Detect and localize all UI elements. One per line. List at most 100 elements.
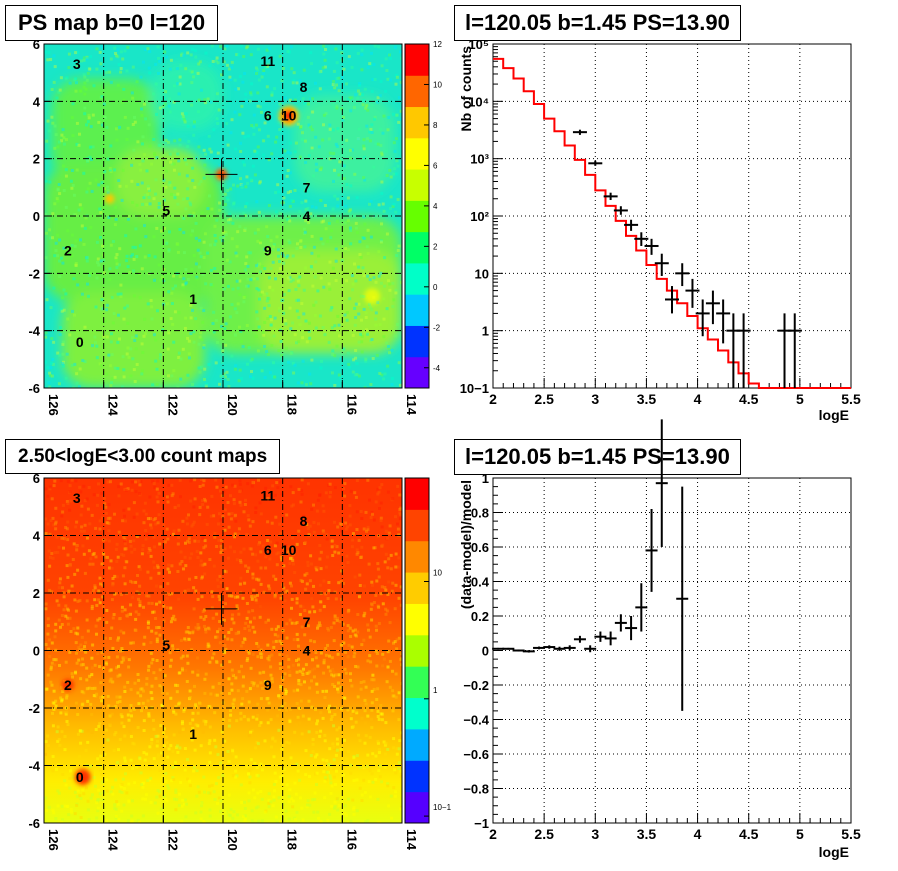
y-tick-label: 10−1	[460, 381, 489, 396]
data-point	[685, 278, 700, 308]
marker-cross	[205, 158, 238, 191]
data-point	[675, 263, 690, 287]
source-label: 6	[264, 108, 272, 124]
model-series-line	[493, 57, 851, 389]
x-axis-label: logE	[819, 407, 849, 423]
colorbar-tick-label: -4	[433, 364, 441, 373]
x-tick-label: 5.5	[841, 826, 861, 842]
y-tick-label: -4	[28, 324, 40, 339]
source-label: 2	[64, 677, 72, 693]
residual-point	[533, 646, 546, 650]
data-point	[613, 206, 628, 215]
residual-point	[512, 649, 525, 652]
y-tick-label: -6	[28, 381, 40, 396]
marker-cross	[205, 592, 238, 625]
residual-title: l=120.05 b=1.45 PS=13.90	[454, 439, 741, 475]
x-tick-label: 124	[106, 394, 121, 416]
source-label: 11	[260, 487, 275, 503]
source-label: 7	[303, 179, 311, 195]
y-tick-label: -6	[28, 816, 40, 831]
colorbar-tick-label: 0	[433, 283, 438, 292]
source-label: 0	[76, 334, 84, 350]
colorbar-tick-label: -2	[433, 323, 441, 332]
x-tick-label: 116	[344, 394, 359, 415]
colorbar-tick-label: 8	[433, 121, 438, 130]
residual-point	[635, 583, 648, 632]
x-tick-label: 120	[225, 829, 240, 851]
data-point	[654, 253, 669, 276]
source-label: 8	[300, 513, 308, 529]
colorbar-tick-label: 12	[433, 40, 442, 49]
y-tick-label: −0.8	[463, 782, 489, 797]
source-label: 4	[303, 643, 311, 659]
residual-point	[492, 647, 505, 650]
x-tick-label: 4	[694, 826, 702, 842]
x-tick-label: 116	[344, 829, 359, 850]
y-tick-label: 0	[33, 209, 40, 224]
source-label: 1	[189, 291, 197, 307]
y-tick-label: -4	[28, 759, 40, 774]
colorbar-tick-label: 10	[433, 80, 442, 89]
x-tick-label: 124	[106, 829, 121, 851]
psmap-grid	[44, 44, 402, 388]
colorbar-tick-label: 10	[433, 569, 442, 578]
y-tick-label: 10⁵	[468, 37, 489, 52]
residual-point	[676, 486, 689, 711]
y-tick-label: 4	[33, 529, 41, 544]
x-tick-label: 120	[225, 394, 240, 416]
spectrum-title: l=120.05 b=1.45 PS=13.90	[454, 5, 741, 41]
residual-point	[563, 645, 576, 651]
residual-point	[573, 635, 586, 643]
data-point	[705, 290, 720, 325]
countmap-panel: 126 124 122 120 118 116 114 6 4 2 0 -2 -4 -6 0 1 2 3 4 5 6 7 8…	[28, 471, 451, 851]
residual-point	[502, 647, 515, 650]
x-tick-label: 126	[46, 829, 61, 851]
y-tick-label: 0	[33, 644, 40, 659]
psmap-colorbar: 12 10 8 6 4 2 0 -2 -4	[404, 40, 442, 389]
x-tick-label: 4.5	[739, 391, 759, 407]
data-point	[634, 232, 649, 246]
x-tick-label: 3.5	[637, 826, 657, 842]
source-label: 9	[264, 677, 272, 693]
x-axis-label: logE	[819, 844, 849, 860]
source-label: 0	[76, 769, 84, 785]
source-label: 5	[162, 202, 170, 218]
x-tick-label: 114	[404, 829, 419, 851]
residual-point	[614, 614, 627, 632]
y-tick-label: 0.8	[471, 506, 489, 521]
residual-grid	[493, 478, 851, 823]
colorbar-tick-label: 6	[433, 161, 438, 170]
psmap-heatmap	[44, 44, 402, 388]
x-tick-label: 114	[404, 394, 419, 416]
source-label: 5	[162, 637, 170, 653]
x-tick-label: 4.5	[739, 826, 759, 842]
y-tick-label: 0.2	[471, 609, 489, 624]
data-point	[603, 192, 618, 201]
y-tick-label: 10	[475, 266, 489, 281]
spectrum-grid	[493, 44, 851, 388]
x-tick-label: 5	[796, 391, 804, 407]
source-label: 6	[264, 542, 272, 558]
y-tick-label: −1	[474, 816, 489, 831]
x-tick-label: 5.5	[841, 391, 861, 407]
y-tick-label: 10²	[470, 209, 489, 224]
y-tick-label: 1	[482, 324, 489, 339]
residual-point	[645, 509, 658, 592]
y-tick-label: -2	[28, 266, 40, 281]
x-tick-label: 2.5	[534, 826, 554, 842]
x-tick-label: 3.5	[637, 391, 657, 407]
colorbar-tick-label: 4	[433, 202, 438, 211]
colorbar-tick-label: 10−1	[433, 803, 452, 812]
residual-panel: 1 0.8 0.6 0.4 0.2 0 −0.2 −0.4 −0.6 −0.8 −12 2.5 3 3.5…	[458, 419, 861, 860]
countmap-colorbar: 10 1 10−1	[404, 477, 452, 824]
source-label: 10	[281, 108, 297, 124]
data-point	[736, 313, 751, 388]
y-tick-label: 2	[33, 586, 40, 601]
psmap-title: PS map b=0 l=120	[5, 5, 219, 41]
data-point	[644, 238, 659, 255]
x-tick-label: 4	[694, 391, 702, 407]
residual-point	[625, 616, 638, 641]
x-tick-label: 2.5	[534, 391, 554, 407]
colorbar-tick-label: 2	[433, 242, 438, 251]
